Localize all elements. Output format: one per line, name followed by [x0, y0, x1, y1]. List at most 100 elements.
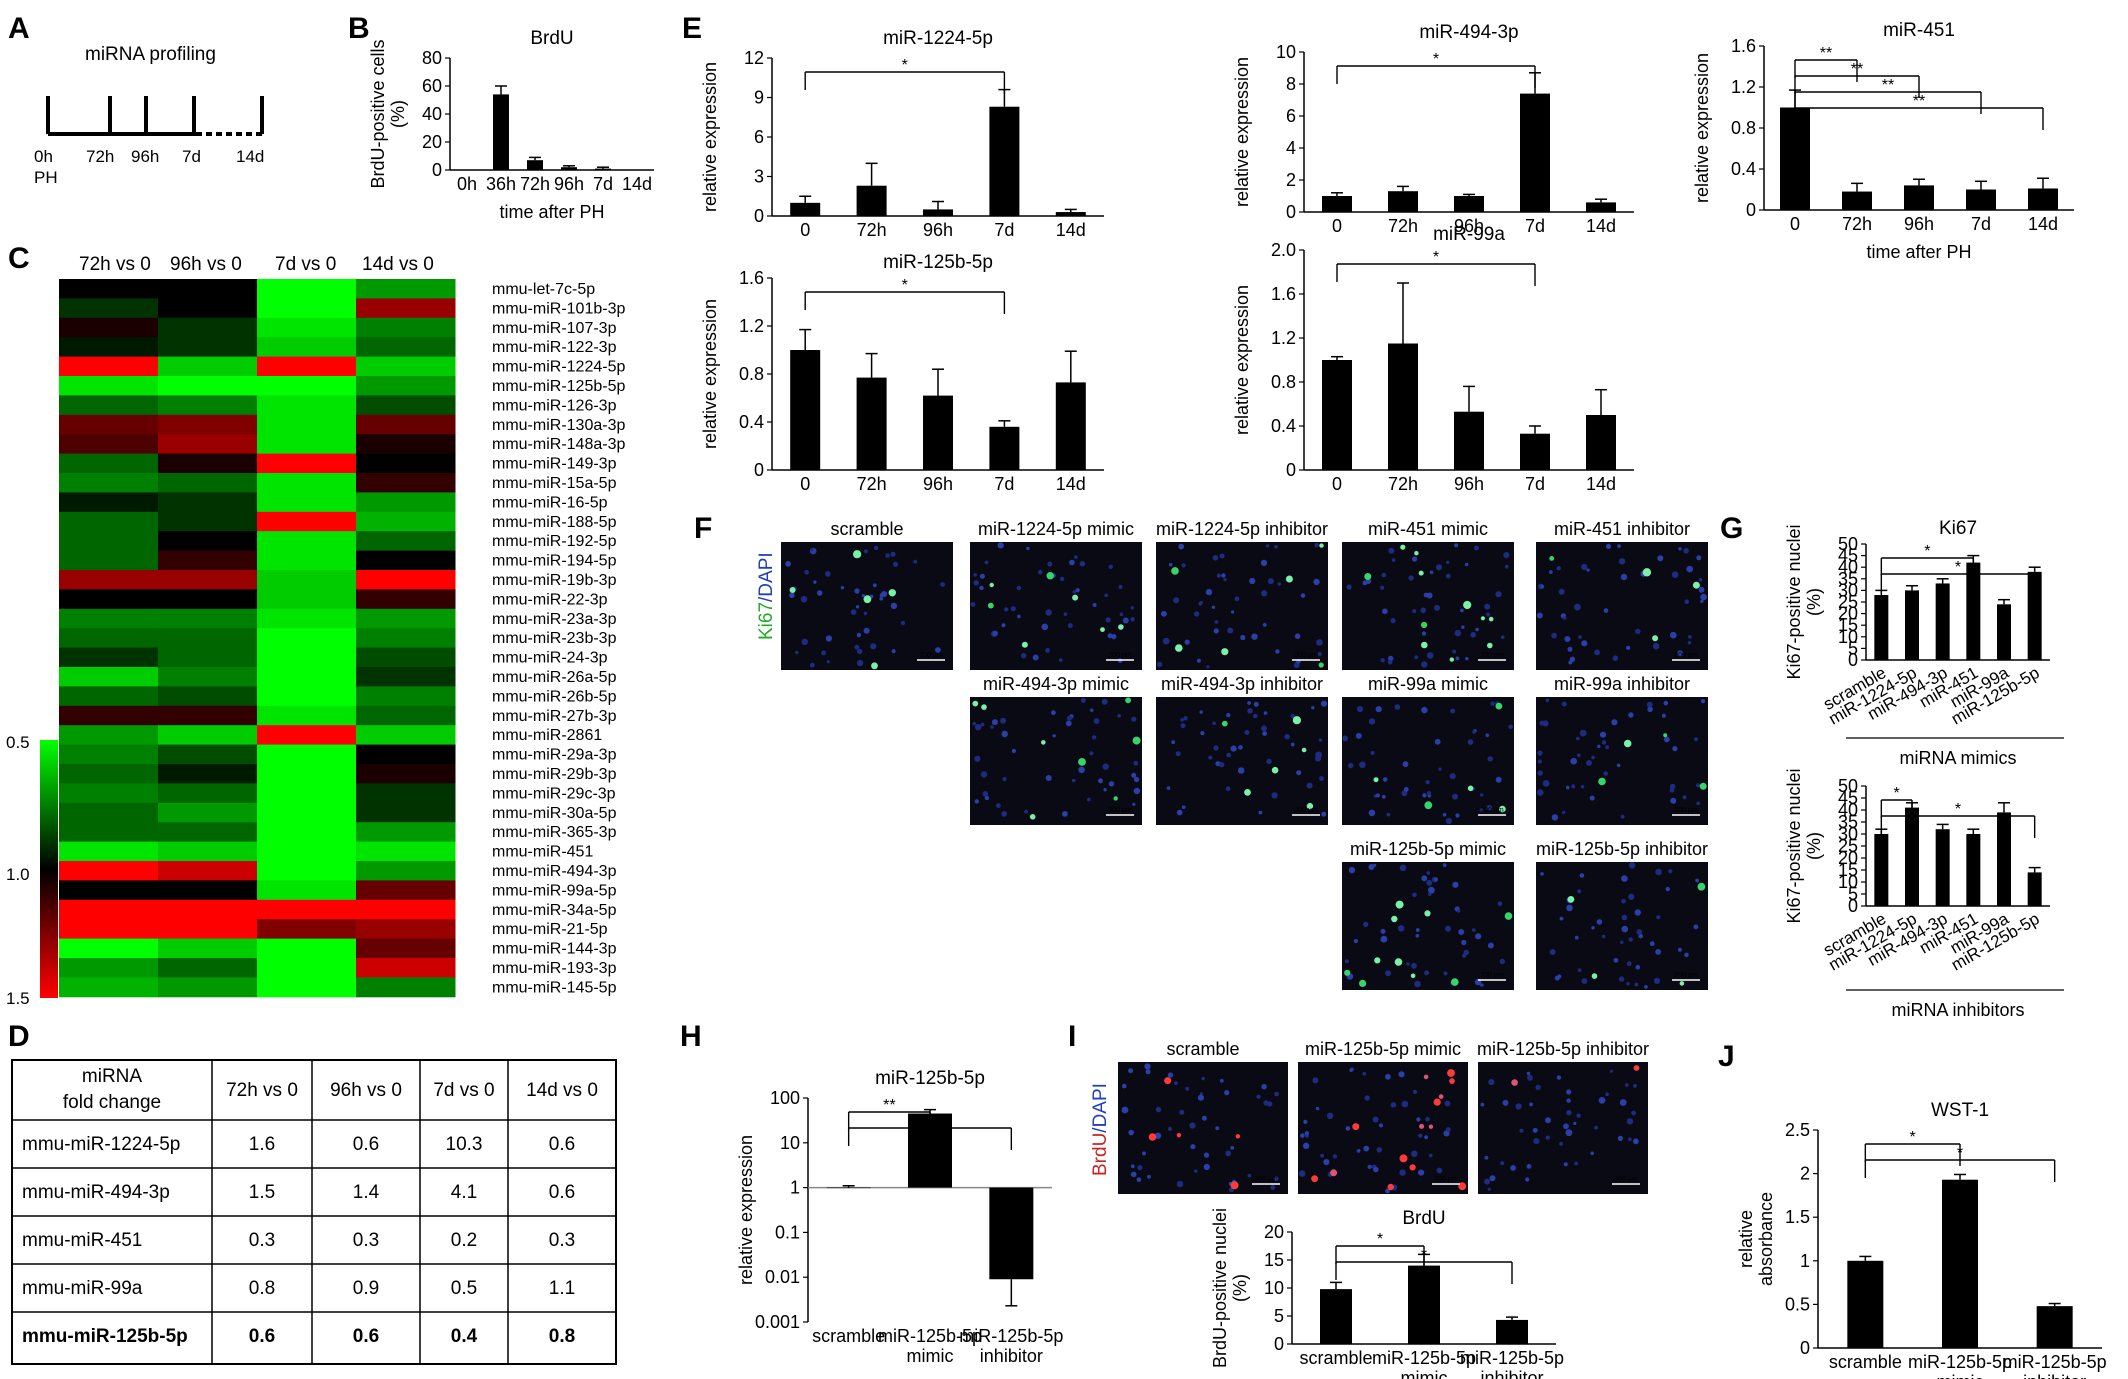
nucleus-ki67 [1373, 777, 1379, 783]
y-tick-label: 2 [1800, 1164, 1810, 1184]
nucleus-dapi [1542, 780, 1550, 787]
x-tick-label: 14d [1586, 474, 1616, 494]
heatmap-row-label: mmu-miR-144-3p [492, 941, 617, 958]
nucleus-dapi [1628, 937, 1633, 942]
nucleus-dapi [890, 602, 898, 610]
nucleus-dapi [1193, 611, 1200, 617]
nucleus-dapi [974, 799, 979, 804]
nucleus-dapi [997, 542, 1004, 549]
nucleus-ki67 [1125, 697, 1131, 704]
x-tick-label: 96h [1904, 214, 1934, 234]
nucleus-dapi [1489, 1175, 1496, 1182]
micrograph [1156, 697, 1328, 825]
nucleus-dapi [1262, 731, 1267, 736]
y-tick-label: 0 [1286, 460, 1296, 480]
nucleus-ki67 [871, 662, 878, 670]
nucleus-dapi [1415, 934, 1420, 938]
y-tick-label: 2.5 [1785, 1120, 1810, 1140]
bar [1055, 212, 1086, 216]
nucleus-dapi [1181, 563, 1186, 568]
nucleus-dapi [1446, 1127, 1451, 1132]
y-tick-label: 1.5 [1785, 1207, 1810, 1227]
y-tick-label: 4 [1286, 138, 1296, 158]
table-cell: mmu-miR-99a [22, 1278, 143, 1299]
nucleus-dapi [1700, 699, 1706, 704]
nucleus-ki67 [1421, 641, 1428, 649]
nucleus-dapi [1373, 1166, 1379, 1173]
y-tick-label: 5 [1274, 1306, 1284, 1326]
x-tick-label: miR-125b-5p [1372, 1348, 1476, 1368]
heatmap-cell [356, 628, 456, 649]
timeline-label-96h: 96h [131, 147, 159, 166]
nucleus-dapi [1249, 577, 1256, 585]
nucleus-dapi [1665, 886, 1670, 892]
heatmap-cell [356, 686, 456, 707]
nucleus-dapi [1465, 657, 1469, 661]
nucleus-dapi [816, 590, 823, 596]
nucleus-dapi [1320, 1153, 1324, 1158]
nucleus-dapi [1570, 757, 1577, 765]
nucleus-ki67 [1072, 594, 1079, 601]
x-tick-label: 0 [800, 474, 810, 494]
nucleus-dapi [1601, 934, 1606, 939]
nucleus-dapi [1234, 596, 1240, 602]
heatmap-row-label: mmu-miR-23a-3p [492, 611, 617, 628]
heatmap-cell [158, 337, 258, 358]
nucleus-dapi [1262, 623, 1267, 627]
x-tick-label: 96h [923, 220, 953, 240]
heatmap-cell [158, 317, 258, 338]
nucleus-dapi [1678, 547, 1682, 551]
nucleus-dapi [1467, 739, 1474, 745]
panel-letter-i: I [1068, 1020, 1076, 1053]
nucleus-dapi [1225, 1150, 1232, 1157]
nucleus-dapi [1628, 1137, 1632, 1142]
heatmap-cell [59, 434, 159, 455]
heatmap-col-label: 96h vs 0 [170, 254, 242, 275]
nucleus-dapi [1154, 1132, 1162, 1139]
nucleus-dapi [1567, 646, 1573, 652]
heatmap-row-labels: mmu-let-7c-5p mmu-miR-101b-3p mmu-miR-107-… [492, 281, 625, 996]
nucleus-dapi [1368, 864, 1375, 870]
x-axis-label: miRNA mimics [1900, 748, 2017, 768]
nucleus-ki67 [1118, 624, 1124, 630]
nucleus-brdu [1633, 1065, 1640, 1071]
nucleus-dapi [1684, 599, 1689, 604]
nucleus-dapi [1425, 1116, 1430, 1122]
y-tick-label: 1.6 [739, 268, 764, 288]
nucleus-dapi [1573, 1121, 1577, 1125]
nucleus-dapi [1461, 625, 1465, 629]
nucleus-dapi [1500, 1161, 1505, 1166]
heatmap-cell [59, 453, 159, 474]
heatmap-cell [59, 822, 159, 843]
heatmap-cell [59, 802, 159, 823]
table-cell: mmu-miR-451 [22, 1230, 142, 1251]
heatmap-cell [356, 589, 456, 610]
nucleus-dapi [1661, 713, 1666, 718]
nucleus-dapi [1412, 556, 1418, 562]
nucleus-brdu [1176, 1133, 1182, 1138]
nucleus-dapi [1175, 751, 1181, 757]
nucleus-dapi [1166, 786, 1171, 790]
nucleus-dapi [1247, 1173, 1252, 1178]
nucleus-ki67 [1451, 978, 1459, 986]
nucleus-dapi [935, 647, 941, 653]
x-tick-label: 0 [800, 220, 810, 240]
heatmap-cell [356, 958, 456, 978]
heatmap-cell [59, 337, 159, 358]
nucleus-dapi [1167, 1072, 1174, 1078]
heatmap-cells [59, 279, 456, 998]
table-cell: 1.4 [353, 1182, 380, 1203]
nucleus-dapi [980, 722, 985, 727]
heatmap-cell [59, 919, 159, 940]
y-tick-label: 0 [1848, 650, 1858, 670]
nucleus-dapi [1563, 1123, 1569, 1130]
panel-letter-g: G [1720, 512, 1743, 545]
nucleus-dapi [1605, 1092, 1609, 1097]
x-tick-label: 7d [1971, 214, 1991, 234]
nucleus-dapi [1411, 1150, 1418, 1158]
x-tick-label: 72h [1842, 214, 1872, 234]
nucleus-dapi [1635, 964, 1641, 970]
heatmap-cell [257, 802, 357, 823]
bar [527, 160, 543, 170]
micrograph [970, 697, 1142, 825]
